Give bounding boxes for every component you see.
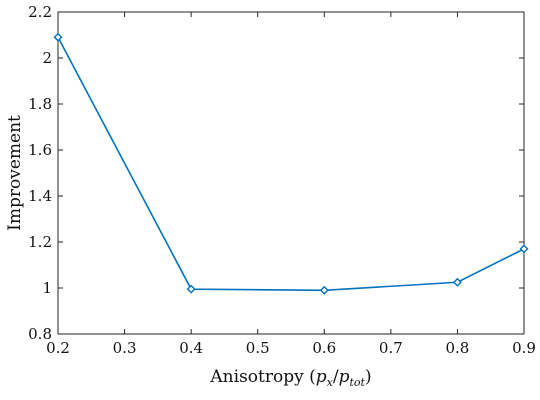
x-tick-label: 0.7 [379,339,403,357]
plot-area [57,11,525,335]
y-axis: 0.8 1 1.2 1.4 1.6 1.8 2 2.2 [28,3,524,343]
data-point-marker [319,285,329,295]
data-point-marker [452,277,462,287]
y-tick-label: 2 [42,49,52,67]
x-tick-label: 0.6 [312,339,336,357]
series-layer [53,32,529,295]
data-point-marker [53,32,63,42]
x-axis-title: Anisotropy (px/ptot) [209,367,371,389]
y-tick-label: 1.4 [28,187,52,205]
x-tick-label: 0.2 [46,339,70,357]
x-tick-label: 0.5 [246,339,270,357]
data-point-marker [519,244,529,254]
y-tick-label: 2.2 [28,3,52,21]
y-tick-label: 1.8 [28,95,52,113]
data-point-marker [186,284,196,294]
x-axis: 0.2 0.3 0.4 0.5 0.6 0.7 0.8 0.9 [46,12,536,357]
y-tick-label: 0.8 [28,325,52,343]
y-axis-title: Improvement [5,115,25,231]
plot-frame [57,11,525,335]
y-tick-label: 1.2 [28,233,52,251]
x-tick-label: 0.3 [113,339,137,357]
y-tick-label: 1 [42,279,52,297]
y-tick-label: 1.6 [28,141,52,159]
x-tick-label: 0.9 [512,339,536,357]
x-tick-label: 0.4 [179,339,203,357]
x-tick-label: 0.8 [445,339,469,357]
